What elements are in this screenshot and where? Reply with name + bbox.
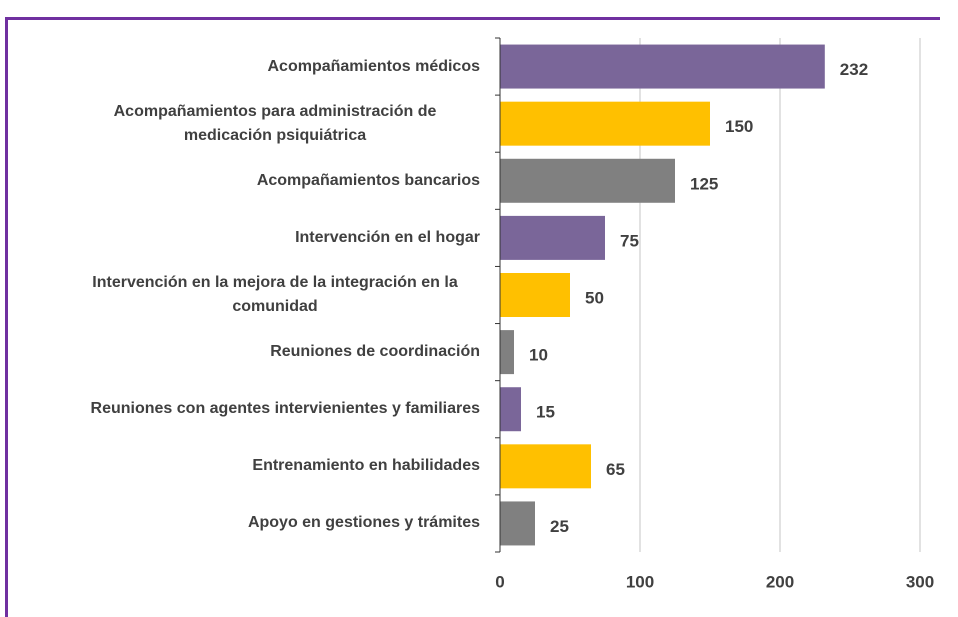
value-label: 232 (840, 60, 868, 79)
y-tick-label: Acompañamientos bancarios (256, 171, 480, 189)
value-label: 75 (620, 231, 639, 250)
value-label: 25 (550, 517, 569, 536)
bar (500, 387, 521, 432)
bar (500, 158, 675, 203)
y-tick-label: Acompañamientos médicos (267, 57, 481, 75)
y-tick-label: Acompañamientos para administración de m… (113, 102, 437, 144)
category-label-box: Acompañamientos médicos (10, 42, 481, 92)
value-label: 125 (690, 174, 718, 193)
value-label: 50 (585, 288, 604, 307)
bar (500, 444, 591, 489)
y-tick-label: Intervención en el hogar (295, 228, 480, 246)
category-label-box: Acompañamientos para administración de m… (10, 99, 480, 149)
bar (500, 44, 825, 89)
category-label-box: Intervención en la mejora de la integrac… (10, 270, 480, 320)
value-label: 10 (529, 346, 548, 365)
bar (500, 501, 535, 546)
x-tick-label: 300 (906, 572, 934, 591)
category-label-box: Acompañamientos bancarios (10, 156, 480, 206)
value-label: 65 (606, 460, 625, 479)
value-label: 15 (536, 403, 555, 422)
category-label-box: Reuniones de coordinación (10, 327, 480, 377)
y-tick-label: Reuniones con agentes intervienientes y … (90, 400, 480, 418)
y-tick-label: Reuniones de coordinación (270, 343, 480, 361)
category-label-box: Reuniones con agentes intervienientes y … (10, 384, 480, 434)
value-label: 150 (725, 117, 753, 136)
x-tick-label: 100 (626, 572, 654, 591)
category-label-box: Entrenamiento en habilidades (10, 441, 480, 491)
category-label-box: Intervención en el hogar (10, 213, 480, 263)
bar (500, 215, 605, 260)
frame (5, 17, 940, 617)
bar (500, 101, 710, 146)
bar (500, 330, 514, 375)
bar (500, 273, 570, 317)
category-label-box: Apoyo en gestiones y trámites (10, 498, 480, 548)
y-tick-label: Intervención en la mejora de la integrac… (92, 274, 458, 315)
y-tick-label: Apoyo en gestiones y trámites (247, 514, 480, 532)
x-tick-label: 200 (766, 572, 794, 591)
y-tick-label: Entrenamiento en habilidades (252, 457, 480, 475)
x-tick-label: 0 (495, 572, 504, 591)
